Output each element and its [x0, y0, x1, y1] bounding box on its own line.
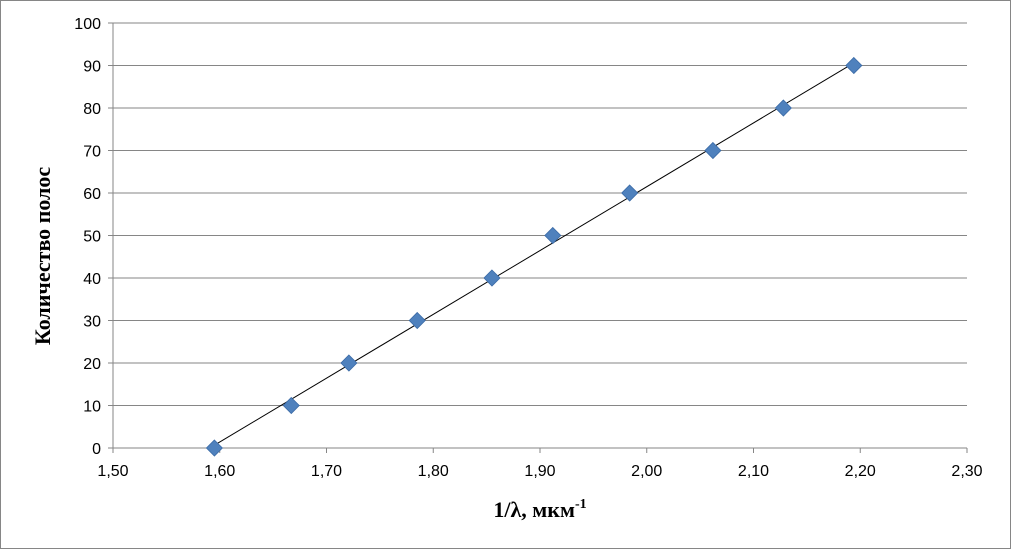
- gridlines: [113, 22, 967, 406]
- axes: [108, 22, 968, 453]
- data-point-diamond: [845, 56, 863, 75]
- data-point-diamond: [205, 439, 223, 457]
- x-tick-label: 2,30: [951, 463, 982, 480]
- y-tick-label: 100: [74, 16, 101, 33]
- x-tick-label: 1,70: [311, 463, 342, 480]
- data-point-diamond: [774, 99, 792, 117]
- x-tick-label: 2,00: [631, 463, 662, 480]
- x-axis-title: 1/λ, мкм-1: [493, 497, 586, 522]
- y-tick-label: 20: [83, 356, 101, 373]
- y-tick-label: 0: [92, 441, 101, 458]
- y-tick-label: 30: [83, 314, 101, 331]
- y-axis-title: Количество полос: [30, 167, 55, 346]
- x-tick-label: 1,50: [97, 463, 128, 480]
- data-point-diamond: [282, 396, 300, 415]
- y-tick-label: 60: [83, 186, 101, 203]
- data-point-diamond: [544, 226, 562, 245]
- trendline-layer: [214, 62, 855, 446]
- x-tick-label: 2,20: [845, 463, 876, 480]
- y-tick-label: 70: [83, 144, 101, 161]
- data-points: [205, 56, 863, 457]
- trendline: [214, 62, 855, 446]
- x-tick-label: 1,80: [418, 463, 449, 480]
- y-tick-label: 40: [83, 271, 101, 288]
- y-tick-label: 80: [83, 101, 101, 118]
- data-point-diamond: [704, 141, 722, 160]
- y-tick-label: 90: [83, 59, 101, 76]
- data-point-diamond: [340, 354, 358, 372]
- x-tick-label: 1,60: [204, 463, 235, 480]
- x-tick-label: 1,90: [524, 463, 555, 480]
- y-tick-label: 10: [83, 399, 101, 416]
- data-point-diamond: [621, 184, 639, 202]
- x-tick-labels: 1,50 1,60 1,70 1,80 1,90 2,00 2,10 2,20 2,30: [97, 463, 982, 480]
- y-tick-label: 50: [83, 229, 101, 246]
- y-tick-labels: 0 10 20 30 40 50 60 70 80 90 100: [74, 16, 101, 458]
- x-tick-label: 2,10: [738, 463, 769, 480]
- data-point-diamond: [408, 311, 426, 330]
- data-point-diamond: [483, 269, 501, 287]
